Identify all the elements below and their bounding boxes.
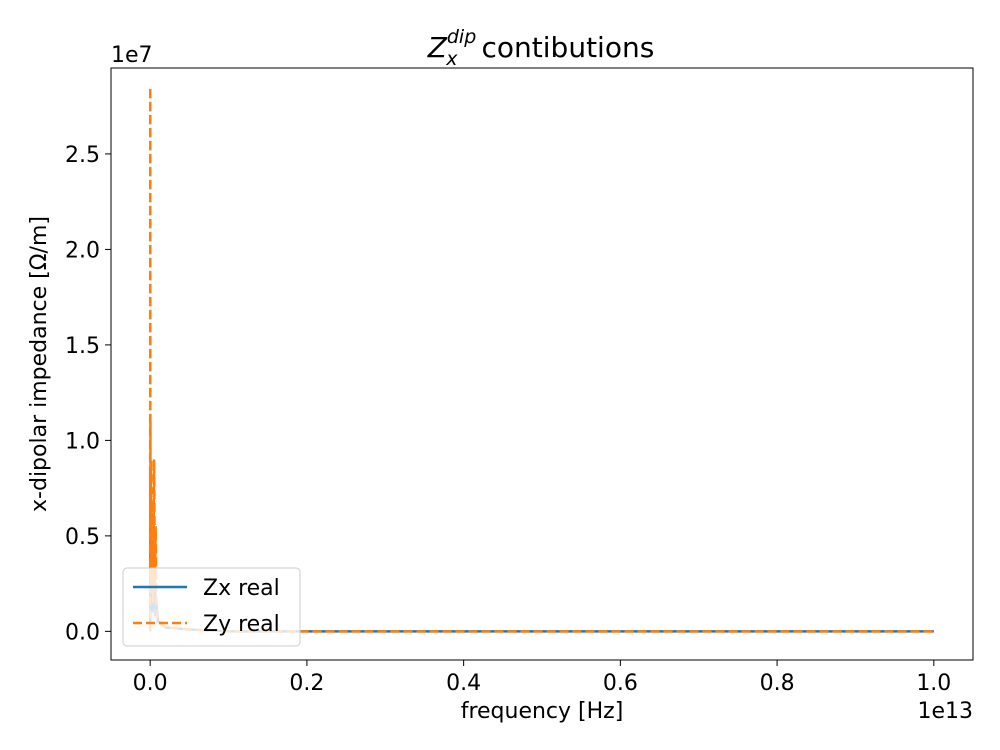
y-tick-label: 1.5 — [65, 334, 100, 359]
y-tick-label: 2.5 — [65, 143, 100, 168]
x-tick-label: 0.0 — [133, 671, 168, 696]
title-math-subscript: x — [445, 48, 458, 70]
title-math-base: Z — [427, 31, 448, 64]
legend-label-zx-real: Zx real — [203, 576, 280, 601]
y-tick-label: 2.0 — [65, 238, 100, 263]
x-tick-label: 0.6 — [603, 671, 638, 696]
x-tick-label: 0.2 — [289, 671, 324, 696]
title-math-superscript: dip — [447, 26, 476, 48]
legend-label-zy-real: Zy real — [203, 612, 280, 637]
y-axis-label: x-dipolar impedance [Ω/m] — [27, 216, 52, 512]
x-axis-multiplier: 1e13 — [917, 699, 973, 724]
x-tick-label: 1.0 — [916, 671, 951, 696]
x-tick-label: 0.8 — [760, 671, 795, 696]
y-tick-label: 0.5 — [65, 525, 100, 550]
y-tick-label: 0.0 — [65, 620, 100, 645]
x-axis-label: frequency [Hz] — [461, 699, 624, 724]
y-tick-label: 1.0 — [65, 429, 100, 454]
y-axis-multiplier: 1e7 — [111, 43, 153, 68]
title-text: contibutions — [482, 31, 655, 64]
x-tick-label: 0.4 — [446, 671, 481, 696]
legend: Zx real Zy real — [123, 568, 300, 646]
